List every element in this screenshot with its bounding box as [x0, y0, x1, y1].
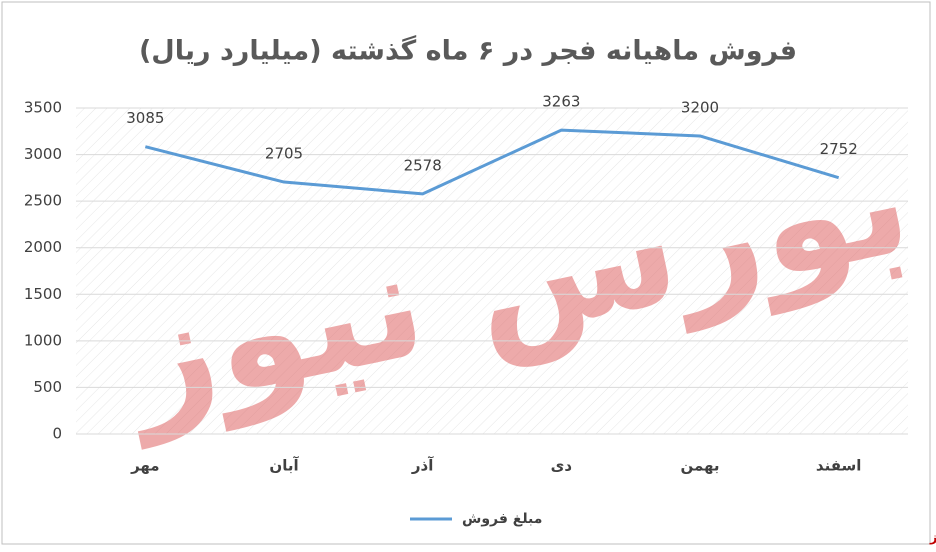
data-label: 3263	[542, 93, 580, 111]
x-tick-label: اسفند	[816, 457, 861, 475]
x-tick-label: آذر	[411, 457, 434, 475]
legend-label: مبلغ فروش	[462, 511, 542, 527]
x-tick-label: بهمن	[680, 457, 719, 475]
data-label: 2578	[404, 156, 442, 174]
chart-title: فروش ماهیانه فجر در ۶ ماه گذشته (میلیارد…	[139, 35, 797, 67]
x-tick-label: دی	[551, 457, 573, 475]
data-label: 3200	[681, 98, 719, 116]
y-tick-label: 3000	[24, 145, 62, 163]
y-tick-label: 1500	[24, 285, 62, 303]
y-tick-label: 2000	[24, 238, 62, 256]
y-tick-label: 0	[52, 425, 62, 443]
y-tick-label: 2500	[24, 192, 62, 210]
x-tick-label: مهر	[130, 457, 160, 475]
y-tick-label: 1000	[24, 331, 62, 349]
x-tick-label: آبان	[269, 457, 299, 475]
data-label: 2752	[820, 140, 858, 158]
data-line	[144, 128, 840, 196]
y-tick-label: 3500	[24, 99, 62, 117]
source-label: بورس نیوز	[929, 531, 936, 546]
y-tick-label: 500	[33, 378, 62, 396]
data-label: 2705	[265, 145, 303, 163]
data-label: 3085	[126, 109, 164, 127]
